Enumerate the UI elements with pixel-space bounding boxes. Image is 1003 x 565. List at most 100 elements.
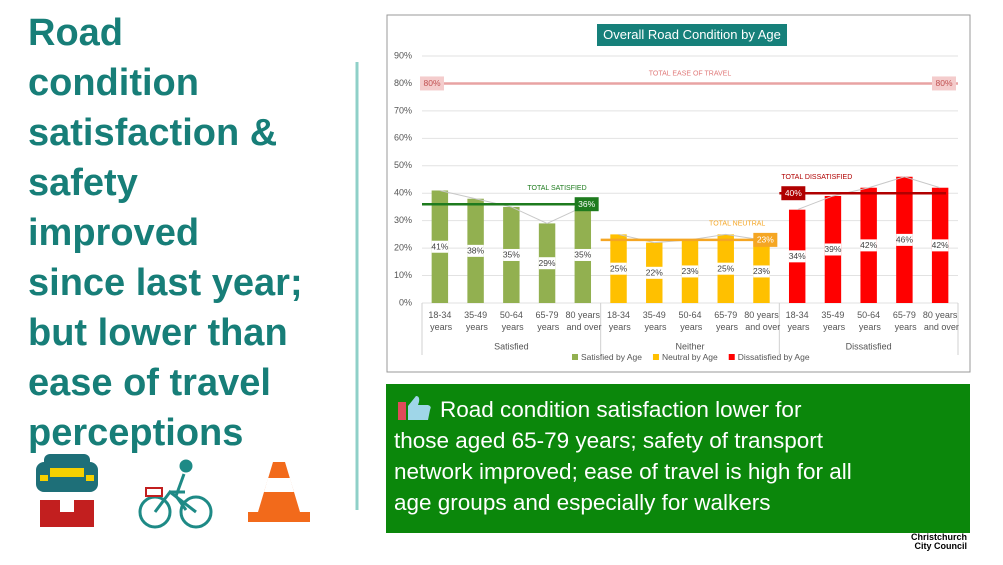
headline-line: but lower than [28, 312, 288, 354]
total-label: TOTAL NEUTRAL [709, 221, 765, 228]
bike-icon [138, 459, 213, 529]
reference-value: 80% [423, 78, 440, 88]
reference-value: 80% [935, 78, 952, 88]
x-tick-label: 65-79 years [892, 310, 917, 332]
callout-line: network improved; ease of travel is high… [394, 459, 852, 484]
value-label: 22% [646, 268, 663, 278]
legend-label: Satisfied by Age [581, 352, 642, 362]
headline-line: since last year; [28, 262, 303, 304]
callout-line: Road condition satisfaction lower for [394, 394, 970, 425]
y-tick-label: 90% [394, 50, 412, 60]
value-label: 25% [610, 263, 627, 273]
label-bg [431, 240, 449, 253]
y-tick-label: 10% [394, 270, 412, 280]
headline-line: ease of travel [28, 362, 271, 404]
total-value-box [753, 232, 778, 247]
value-label: 23% [753, 266, 770, 276]
title-box [597, 24, 787, 46]
headline-line: condition [28, 62, 199, 104]
logo-line: City Council [914, 541, 967, 551]
x-tick-label: 35-49 years [463, 310, 488, 332]
label-bg [753, 265, 770, 278]
total-value: 40% [785, 188, 802, 198]
label-bg [467, 244, 484, 257]
total-value: 23% [757, 235, 774, 245]
legend-swatch [572, 354, 578, 360]
total-value: 36% [578, 199, 595, 209]
y-tick-label: 40% [394, 188, 412, 198]
logo: Christchurch City Council [911, 533, 967, 551]
value-label: 25% [717, 263, 734, 273]
x-tick-label: 18-34 years [785, 310, 810, 332]
thumbs-up-icon [394, 396, 440, 422]
y-tick-label: 70% [394, 105, 412, 115]
label-bg [538, 257, 556, 270]
value-label: 35% [503, 250, 520, 260]
trend-line [797, 176, 941, 211]
label-bg [896, 233, 913, 246]
value-label: 35% [574, 250, 591, 260]
headline-line: satisfaction & [28, 112, 278, 154]
value-label: 46% [896, 235, 913, 245]
label-bg [717, 262, 734, 275]
label-bg [788, 250, 806, 263]
label-bg [610, 262, 627, 275]
chart-title: Overall Road Condition by Age [603, 27, 781, 42]
x-tick-label: 18-34 years [606, 310, 631, 332]
x-tick-label: 50-64 years [678, 310, 703, 332]
x-tick-label: 80 years and over [743, 310, 781, 332]
label-bg [860, 239, 877, 252]
callout-line: age groups and especially for walkers [394, 490, 771, 515]
total-label: TOTAL DISSATISFIED [781, 174, 852, 181]
legend-label: Neutral by Age [662, 352, 718, 362]
y-tick-label: 0% [399, 297, 412, 307]
callout-line: those aged 65-79 years; safety of transp… [394, 428, 824, 453]
total-value-box [781, 186, 806, 201]
car-icon [36, 454, 98, 527]
legend-swatch [652, 354, 659, 360]
total-value-box [574, 197, 599, 212]
y-tick-label: 30% [394, 215, 412, 225]
value-label: 41% [431, 241, 448, 251]
headline: Road condition satisfaction & safety improve… [28, 8, 303, 458]
label-bg [574, 248, 592, 261]
headline-line: Road [28, 12, 123, 54]
headline-line: improved [28, 212, 200, 254]
value-label: 38% [467, 246, 484, 256]
cone-icon [248, 462, 310, 522]
y-tick-label: 20% [394, 242, 412, 252]
x-tick-label: 80 years and over [921, 310, 959, 332]
x-tick-label: 65-79 years [535, 310, 560, 332]
group-label: Neither [675, 341, 704, 351]
reference-label: TOTAL EASE OF TRAVEL [649, 70, 732, 77]
label-bg [824, 243, 842, 256]
legend-label: Dissatisfied by Age [738, 352, 810, 362]
label-bg [503, 248, 520, 261]
value-label: 23% [681, 266, 698, 276]
reference-value-box [932, 76, 956, 91]
headline-line: safety [28, 162, 138, 204]
callout: Road condition satisfaction lower for tho… [386, 384, 970, 533]
y-tick-label: 60% [394, 133, 412, 143]
legend-swatch [728, 354, 735, 360]
y-tick-label: 80% [394, 78, 412, 88]
value-label: 42% [932, 240, 949, 250]
value-label: 42% [860, 240, 877, 250]
value-label: 39% [824, 244, 841, 254]
label-bg [931, 239, 949, 252]
x-tick-label: 18-34 years [428, 310, 453, 332]
reference-value-box [420, 76, 444, 91]
value-label: 29% [539, 258, 556, 268]
total-label: TOTAL SATISFIED [527, 185, 586, 192]
x-tick-label: 50-64 years [499, 310, 524, 332]
group-label: Dissatisfied [846, 341, 892, 351]
group-label: Satisfied [494, 341, 529, 351]
x-tick-label: 65-79 years [713, 310, 738, 332]
label-bg [681, 265, 699, 278]
x-tick-label: 80 years and over [564, 310, 602, 332]
trend-line [439, 189, 584, 224]
x-tick-label: 50-64 years [856, 310, 881, 332]
logo-line: Christchurch [910, 532, 967, 542]
x-tick-label: 35-49 years [821, 310, 846, 332]
